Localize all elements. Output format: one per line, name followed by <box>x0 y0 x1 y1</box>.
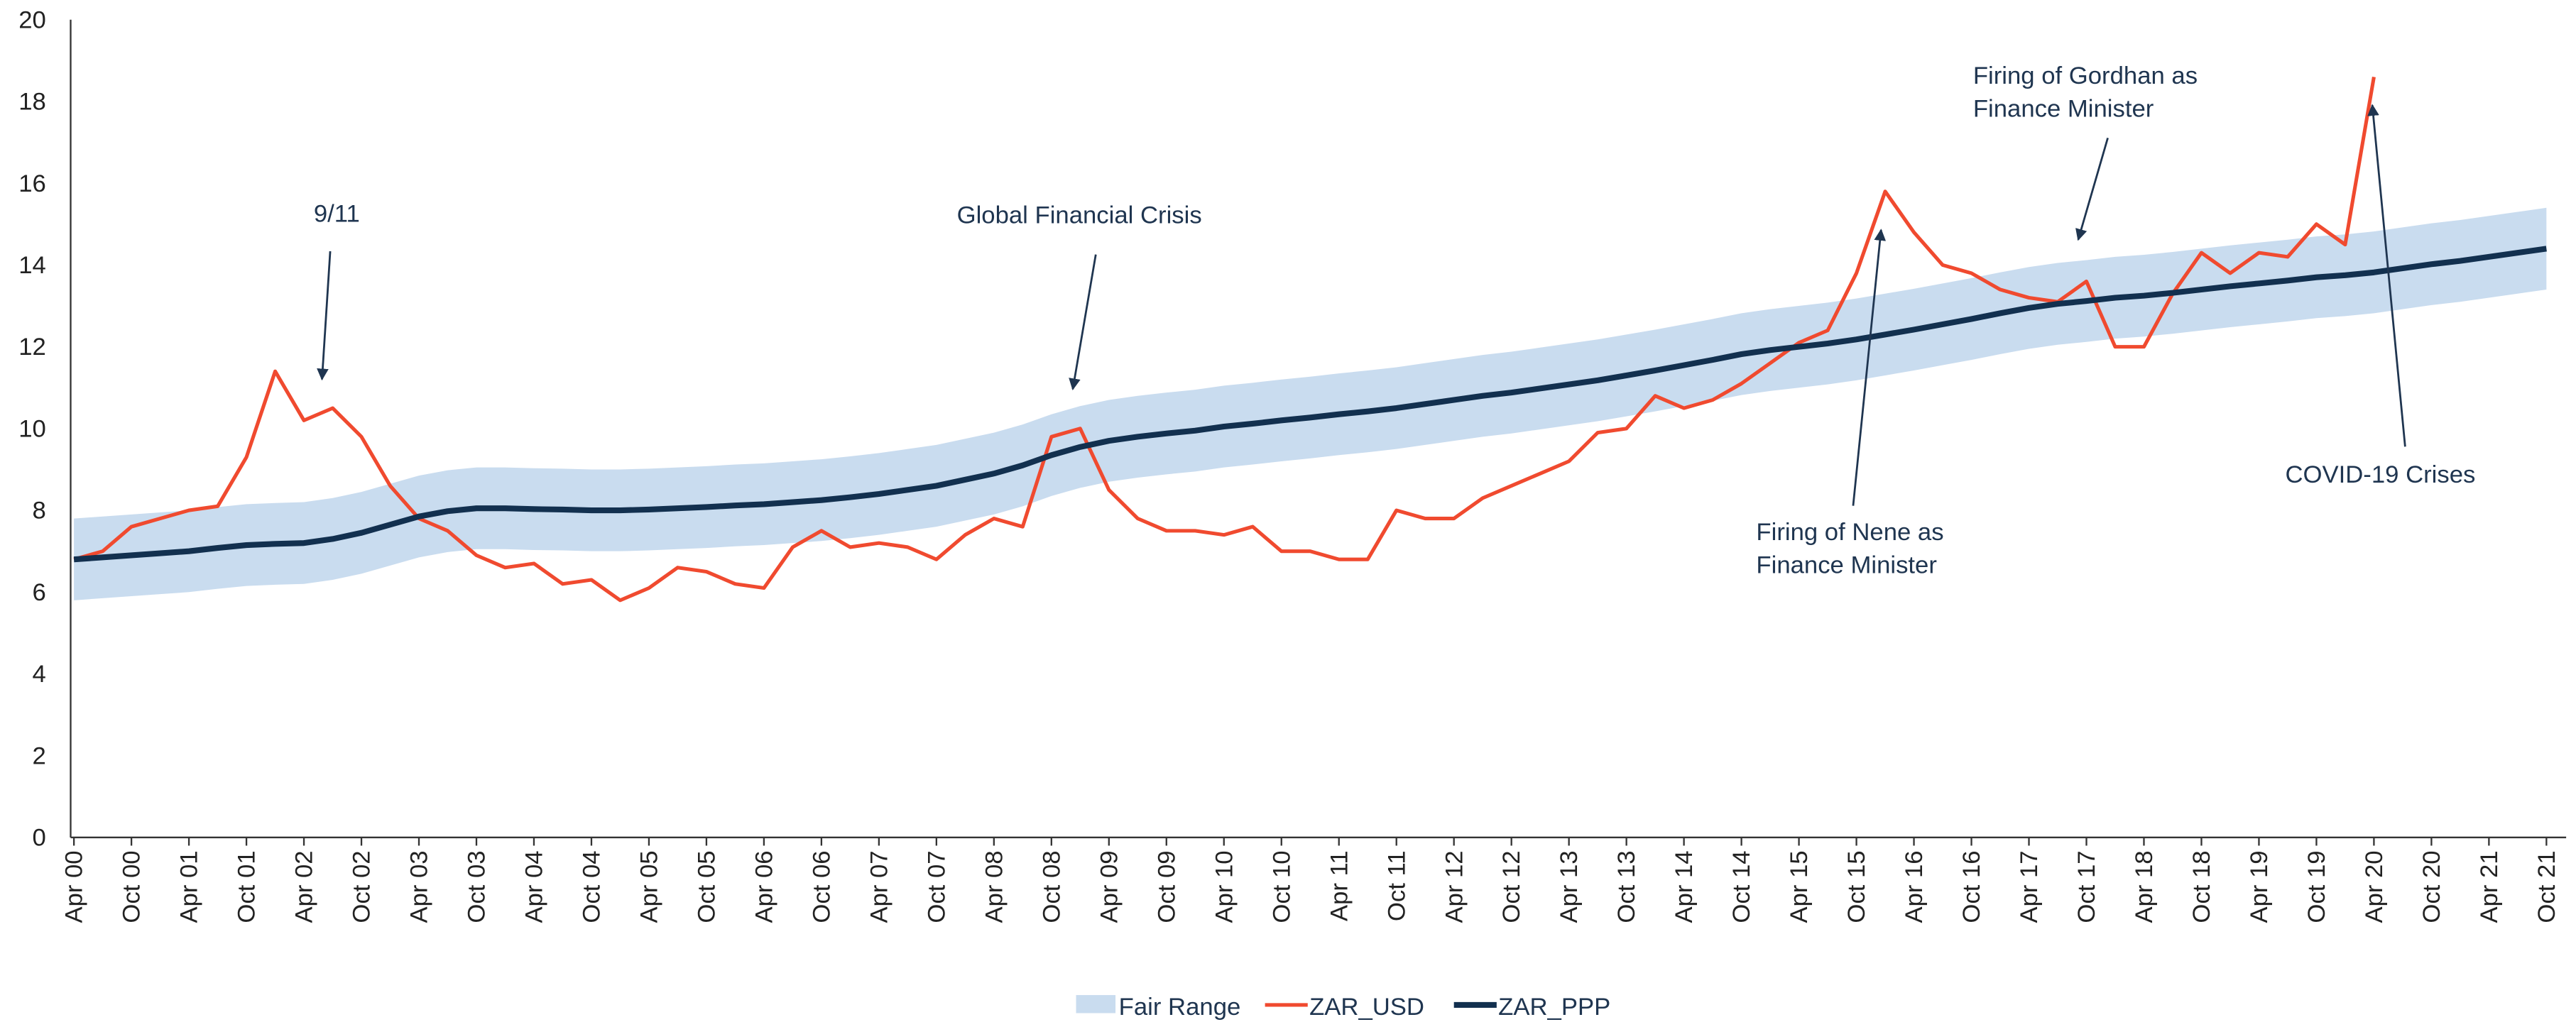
annotation-arrow <box>1069 254 1097 390</box>
series-line <box>73 246 2547 563</box>
y-tick-label: 14 <box>18 252 46 279</box>
x-tick-label: Oct 10 <box>1268 850 1295 923</box>
legend-swatch <box>1076 995 1116 1013</box>
y-tick-label: 8 <box>32 498 45 524</box>
series-line <box>73 76 2376 603</box>
x-tick-label: Apr 03 <box>406 850 433 923</box>
annotation: Firing of Gordhan as <box>1973 62 2198 89</box>
x-tick-label: Apr 17 <box>2016 850 2043 923</box>
y-tick-label: 0 <box>32 825 45 852</box>
x-tick-label: Oct 17 <box>2073 850 2100 923</box>
annotation: Finance Minister <box>1756 551 1936 578</box>
x-tick-label: Oct 13 <box>1613 850 1640 923</box>
x-tick-label: Oct 02 <box>349 850 376 923</box>
y-tick-label: 10 <box>18 415 46 442</box>
annotation-arrow <box>2367 104 2406 447</box>
axis-layer: 0 2 4 6 8 10 12 14 16 18 20 Apr 00 Oct 00 Apr 01 Oct 0… <box>18 6 2567 923</box>
line-layer <box>73 76 2547 603</box>
x-tick-label: Oct 01 <box>234 850 261 923</box>
x-tick-label: Oct 00 <box>119 850 146 923</box>
annotation: 9/11 <box>314 200 360 227</box>
annotation: Firing of Nene as <box>1756 519 1943 546</box>
x-tick-label: Apr 09 <box>1096 850 1123 923</box>
fair-range-band <box>74 207 2547 600</box>
y-tick-label: 18 <box>18 89 46 116</box>
x-tick-label: Apr 18 <box>2131 850 2158 923</box>
x-tick-label: Apr 14 <box>1671 850 1698 923</box>
x-tick-label: Apr 10 <box>1211 850 1238 923</box>
annotation-arrow <box>317 251 332 381</box>
annotation: Finance Minister <box>1973 95 2154 122</box>
x-tick-label: Apr 08 <box>981 850 1008 923</box>
annotations <box>317 104 2406 506</box>
x-tick-label: Apr 06 <box>751 850 777 923</box>
x-tick-label: Oct 07 <box>923 850 950 923</box>
annotation: COVID-19 Crises <box>2285 461 2475 488</box>
x-tick-label: Oct 15 <box>1843 850 1870 923</box>
legend-label: Fair Range <box>1119 994 1241 1021</box>
x-tick-label: Apr 19 <box>2246 850 2273 923</box>
x-tick-label: Oct 08 <box>1038 850 1065 923</box>
x-tick-label: Oct 12 <box>1498 850 1525 923</box>
x-tick-label: Oct 14 <box>1728 850 1755 923</box>
y-tick-label: 16 <box>18 170 46 197</box>
x-tick-label: Oct 05 <box>693 850 720 923</box>
x-tick-label: Oct 03 <box>464 850 491 923</box>
y-tick-label: 12 <box>18 334 46 361</box>
annotation-arrow <box>1852 229 1887 506</box>
x-tick-label: Apr 12 <box>1441 850 1468 923</box>
x-tick-label: Oct 19 <box>2303 850 2330 923</box>
x-tick-label: Apr 21 <box>2476 850 2503 923</box>
legend: Fair Range ZAR_USD ZAR_PPP <box>1076 994 1610 1021</box>
band-layer <box>74 207 2547 600</box>
x-tick-label: Apr 01 <box>176 850 203 923</box>
x-tick-label: Oct 21 <box>2533 850 2560 923</box>
x-tick-label: Oct 06 <box>808 850 835 923</box>
x-tick-label: Apr 02 <box>291 850 318 923</box>
legend-label: ZAR_USD <box>1309 994 1424 1021</box>
x-tick-label: Apr 13 <box>1556 850 1583 923</box>
y-tick-label: 4 <box>32 661 45 688</box>
x-tick-label: Oct 18 <box>2188 850 2215 923</box>
x-tick-label: Apr 16 <box>1901 850 1928 923</box>
x-tick-label: Apr 07 <box>866 850 893 923</box>
x-tick-label: Oct 20 <box>2418 850 2445 923</box>
annotation-arrow <box>2075 137 2109 241</box>
y-tick-label: 2 <box>32 742 45 769</box>
x-tick-label: Oct 09 <box>1153 850 1180 923</box>
x-tick-label: Apr 20 <box>2361 850 2388 923</box>
x-tick-label: Oct 11 <box>1383 850 1410 921</box>
x-tick-label: Apr 05 <box>636 850 663 923</box>
x-tick-label: Apr 04 <box>521 850 548 923</box>
y-tick-label: 6 <box>32 579 45 606</box>
x-tick-label: Apr 00 <box>61 850 88 923</box>
x-tick-label: Oct 04 <box>579 850 606 923</box>
x-tick-label: Oct 16 <box>1958 850 1985 923</box>
annotation: Global Financial Crisis <box>957 202 1202 229</box>
x-tick-label: Apr 11 <box>1326 850 1353 921</box>
x-tick-label: Apr 15 <box>1786 850 1813 923</box>
legend-label: ZAR_PPP <box>1498 994 1610 1021</box>
y-tick-label: 20 <box>18 6 46 33</box>
